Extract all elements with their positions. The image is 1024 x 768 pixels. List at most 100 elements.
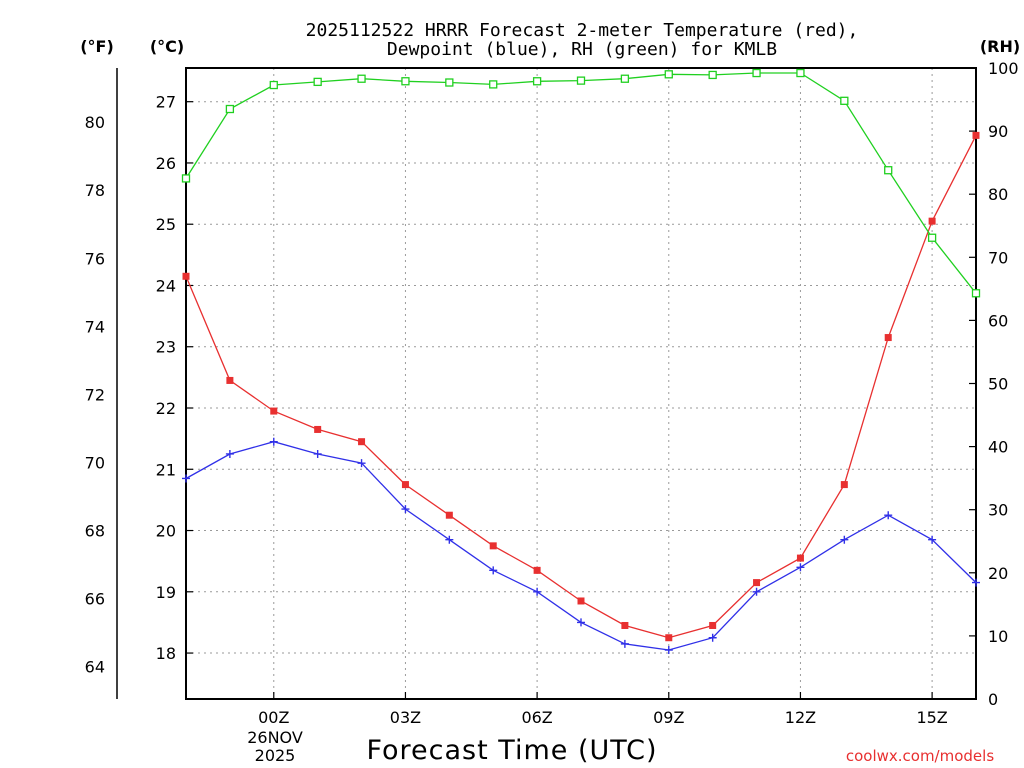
dewpoint-point <box>357 459 366 468</box>
chart-title-line1: 2025112522 HRRR Forecast 2-meter Tempera… <box>306 20 859 41</box>
temperature-point <box>270 407 278 415</box>
fahrenheit-tick-label: 78 <box>85 181 105 200</box>
celsius-tick-label: 20 <box>156 522 176 541</box>
rh-tick-label: 10 <box>988 627 1008 646</box>
dewpoint-point <box>708 633 717 642</box>
dewpoint-point <box>620 639 629 648</box>
dewpoint-point <box>972 578 980 587</box>
temperature-point <box>489 542 497 550</box>
celsius-tick-label: 25 <box>156 215 176 234</box>
fahrenheit-tick-label: 68 <box>85 522 105 541</box>
watermark: coolwx.com/models <box>846 747 994 765</box>
dewpoint-point <box>796 563 805 572</box>
dewpoint-point <box>840 535 849 544</box>
celsius-tick-label: 23 <box>156 338 176 357</box>
temperature-point <box>709 621 717 629</box>
temperature-point <box>884 334 892 342</box>
temperature-point <box>445 511 453 519</box>
rh-point <box>401 77 410 86</box>
rh-point <box>576 76 586 85</box>
celsius-tick-label: 21 <box>156 460 176 479</box>
fahrenheit-tick-label: 80 <box>85 113 105 132</box>
rh-point <box>752 68 761 78</box>
date-label-year: 2025 <box>255 746 296 765</box>
dewpoint-point <box>533 587 542 596</box>
rh-tick-label: 80 <box>988 185 1008 204</box>
rh-point <box>927 233 937 242</box>
rh-tick-label: 60 <box>988 311 1008 330</box>
temperature-point <box>928 217 936 225</box>
celsius-tick-label: 22 <box>156 399 176 418</box>
fahrenheit-tick-label: 70 <box>85 453 105 472</box>
celsius-tick-label: 26 <box>156 154 176 173</box>
temperature-point <box>753 579 761 587</box>
fahrenheit-tick-label: 74 <box>85 317 105 336</box>
celsius-tick-label: 24 <box>156 276 176 295</box>
rh-point <box>225 104 235 114</box>
chart-title-line2: Dewpoint (blue), RH (green) for KMLB <box>387 39 777 60</box>
rh-tick-label: 40 <box>988 438 1008 457</box>
celsius-unit-label: (°C) <box>150 37 184 56</box>
rh-point <box>620 74 630 83</box>
dewpoint-point <box>752 587 761 596</box>
temperature-point <box>665 634 673 642</box>
rh-point <box>664 70 673 79</box>
dewpoint-point <box>577 618 585 627</box>
fahrenheit-tick-label: 66 <box>85 590 105 609</box>
temperature-point <box>796 554 804 562</box>
rh-tick-label: 90 <box>988 122 1008 141</box>
rh-point <box>269 80 278 90</box>
fahrenheit-unit-label: (°F) <box>80 37 114 56</box>
data-series <box>181 68 981 654</box>
x-axis-title: Forecast Time (UTC) <box>366 735 657 766</box>
temperature-point <box>621 621 629 629</box>
temperature-point <box>840 481 848 489</box>
axes: 00Z 03Z 06Z 09Z 12Z 15Z 18 19 20 21 22 23 24 25 26 27 64… <box>85 59 1019 727</box>
temperature-point <box>358 438 366 446</box>
rh-unit-label: (RH) <box>980 37 1020 56</box>
dewpoint-point <box>313 449 322 458</box>
temperature-point <box>533 566 541 574</box>
fahrenheit-tick-label: 64 <box>85 658 105 677</box>
rh-point <box>489 80 498 89</box>
rh-tick-label: 0 <box>988 690 998 709</box>
dewpoint-point <box>225 449 234 458</box>
rh-point <box>445 78 454 87</box>
dewpoint-point <box>884 511 893 520</box>
rh-tick-label: 70 <box>988 248 1008 267</box>
dewpoint-point <box>401 505 410 514</box>
temperature-point <box>314 425 322 433</box>
x-tick-label: 03Z <box>390 708 421 727</box>
temperature-point <box>182 272 190 280</box>
celsius-tick-label: 18 <box>156 644 176 663</box>
rh-point <box>181 174 191 183</box>
x-tick-label: 09Z <box>653 708 684 727</box>
dewpoint-point <box>489 566 498 575</box>
rh-point <box>840 96 849 105</box>
x-tick-label: 00Z <box>258 708 289 727</box>
dewpoint-point <box>928 535 937 544</box>
rh-tick-label: 20 <box>988 564 1008 583</box>
dewpoint-point <box>664 645 673 654</box>
temperature-point <box>226 376 234 384</box>
fahrenheit-tick-label: 72 <box>85 385 105 404</box>
rh-point <box>708 70 717 80</box>
rh-tick-label: 30 <box>988 501 1008 520</box>
rh-point <box>532 77 542 86</box>
rh-tick-label: 100 <box>988 59 1019 78</box>
rh-point <box>971 289 981 298</box>
temperature-point <box>972 131 980 139</box>
x-tick-label: 06Z <box>521 708 552 727</box>
x-tick-label: 12Z <box>785 708 816 727</box>
fahrenheit-tick-label: 76 <box>85 249 105 268</box>
rh-point <box>357 74 366 83</box>
celsius-tick-label: 19 <box>156 583 176 602</box>
rh-tick-label: 50 <box>988 375 1008 394</box>
rh-point <box>796 68 805 78</box>
x-tick-label: 15Z <box>916 708 947 727</box>
dewpoint-point <box>269 437 278 446</box>
dewpoint-point <box>182 474 190 483</box>
dewpoint-point <box>445 535 454 544</box>
